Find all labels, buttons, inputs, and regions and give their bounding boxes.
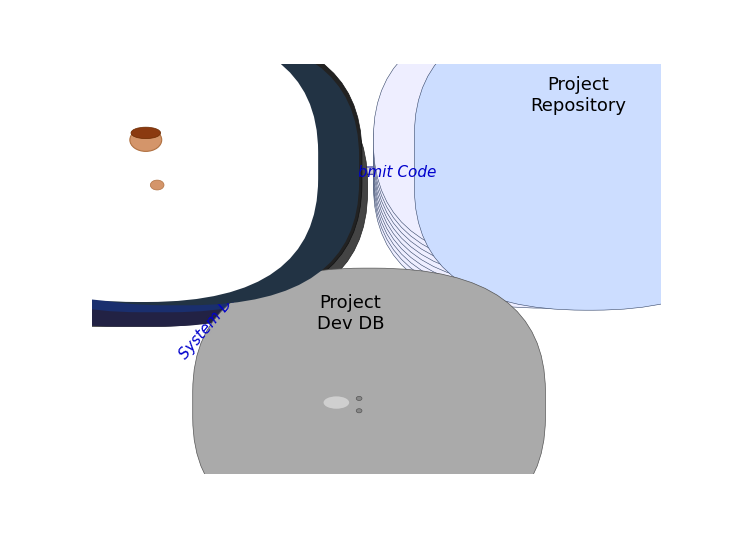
FancyBboxPatch shape: [374, 42, 734, 292]
Polygon shape: [382, 217, 504, 330]
FancyBboxPatch shape: [308, 386, 382, 423]
Ellipse shape: [517, 153, 559, 184]
FancyBboxPatch shape: [0, 72, 322, 327]
Circle shape: [356, 409, 362, 413]
FancyBboxPatch shape: [374, 37, 734, 287]
FancyBboxPatch shape: [193, 268, 545, 533]
Ellipse shape: [526, 176, 557, 198]
Circle shape: [538, 213, 548, 219]
Polygon shape: [313, 420, 377, 427]
Ellipse shape: [575, 158, 615, 187]
FancyBboxPatch shape: [0, 30, 362, 307]
FancyBboxPatch shape: [374, 53, 734, 303]
Text: Project
Repository: Project Repository: [530, 76, 626, 115]
Ellipse shape: [584, 179, 612, 199]
Circle shape: [542, 200, 557, 211]
FancyBboxPatch shape: [414, 13, 734, 310]
Ellipse shape: [131, 127, 161, 139]
FancyBboxPatch shape: [374, 26, 734, 276]
Circle shape: [150, 180, 164, 190]
Polygon shape: [178, 217, 308, 330]
FancyBboxPatch shape: [374, 15, 734, 265]
Text: Project
Dev DB: Project Dev DB: [317, 294, 385, 333]
FancyBboxPatch shape: [0, 44, 285, 318]
Polygon shape: [242, 163, 482, 179]
Polygon shape: [541, 126, 606, 134]
FancyBboxPatch shape: [315, 391, 366, 418]
FancyBboxPatch shape: [541, 134, 595, 189]
FancyBboxPatch shape: [120, 146, 163, 183]
FancyBboxPatch shape: [0, 56, 342, 312]
FancyBboxPatch shape: [98, 103, 211, 230]
FancyBboxPatch shape: [0, 61, 368, 314]
FancyBboxPatch shape: [0, 34, 359, 305]
FancyBboxPatch shape: [374, 47, 734, 297]
Ellipse shape: [324, 397, 349, 409]
Ellipse shape: [537, 136, 603, 177]
FancyBboxPatch shape: [0, 29, 318, 302]
FancyBboxPatch shape: [374, 58, 734, 308]
FancyBboxPatch shape: [103, 107, 206, 226]
Polygon shape: [595, 126, 606, 189]
Text: Development
Workstation: Development Workstation: [96, 76, 218, 115]
FancyBboxPatch shape: [0, 56, 330, 327]
Text: System Data: System Data: [177, 277, 251, 362]
Circle shape: [130, 128, 161, 151]
FancyBboxPatch shape: [374, 31, 734, 281]
Circle shape: [356, 397, 362, 400]
Text: Sync / Submit Code: Sync / Submit Code: [287, 165, 437, 180]
FancyBboxPatch shape: [374, 21, 734, 271]
